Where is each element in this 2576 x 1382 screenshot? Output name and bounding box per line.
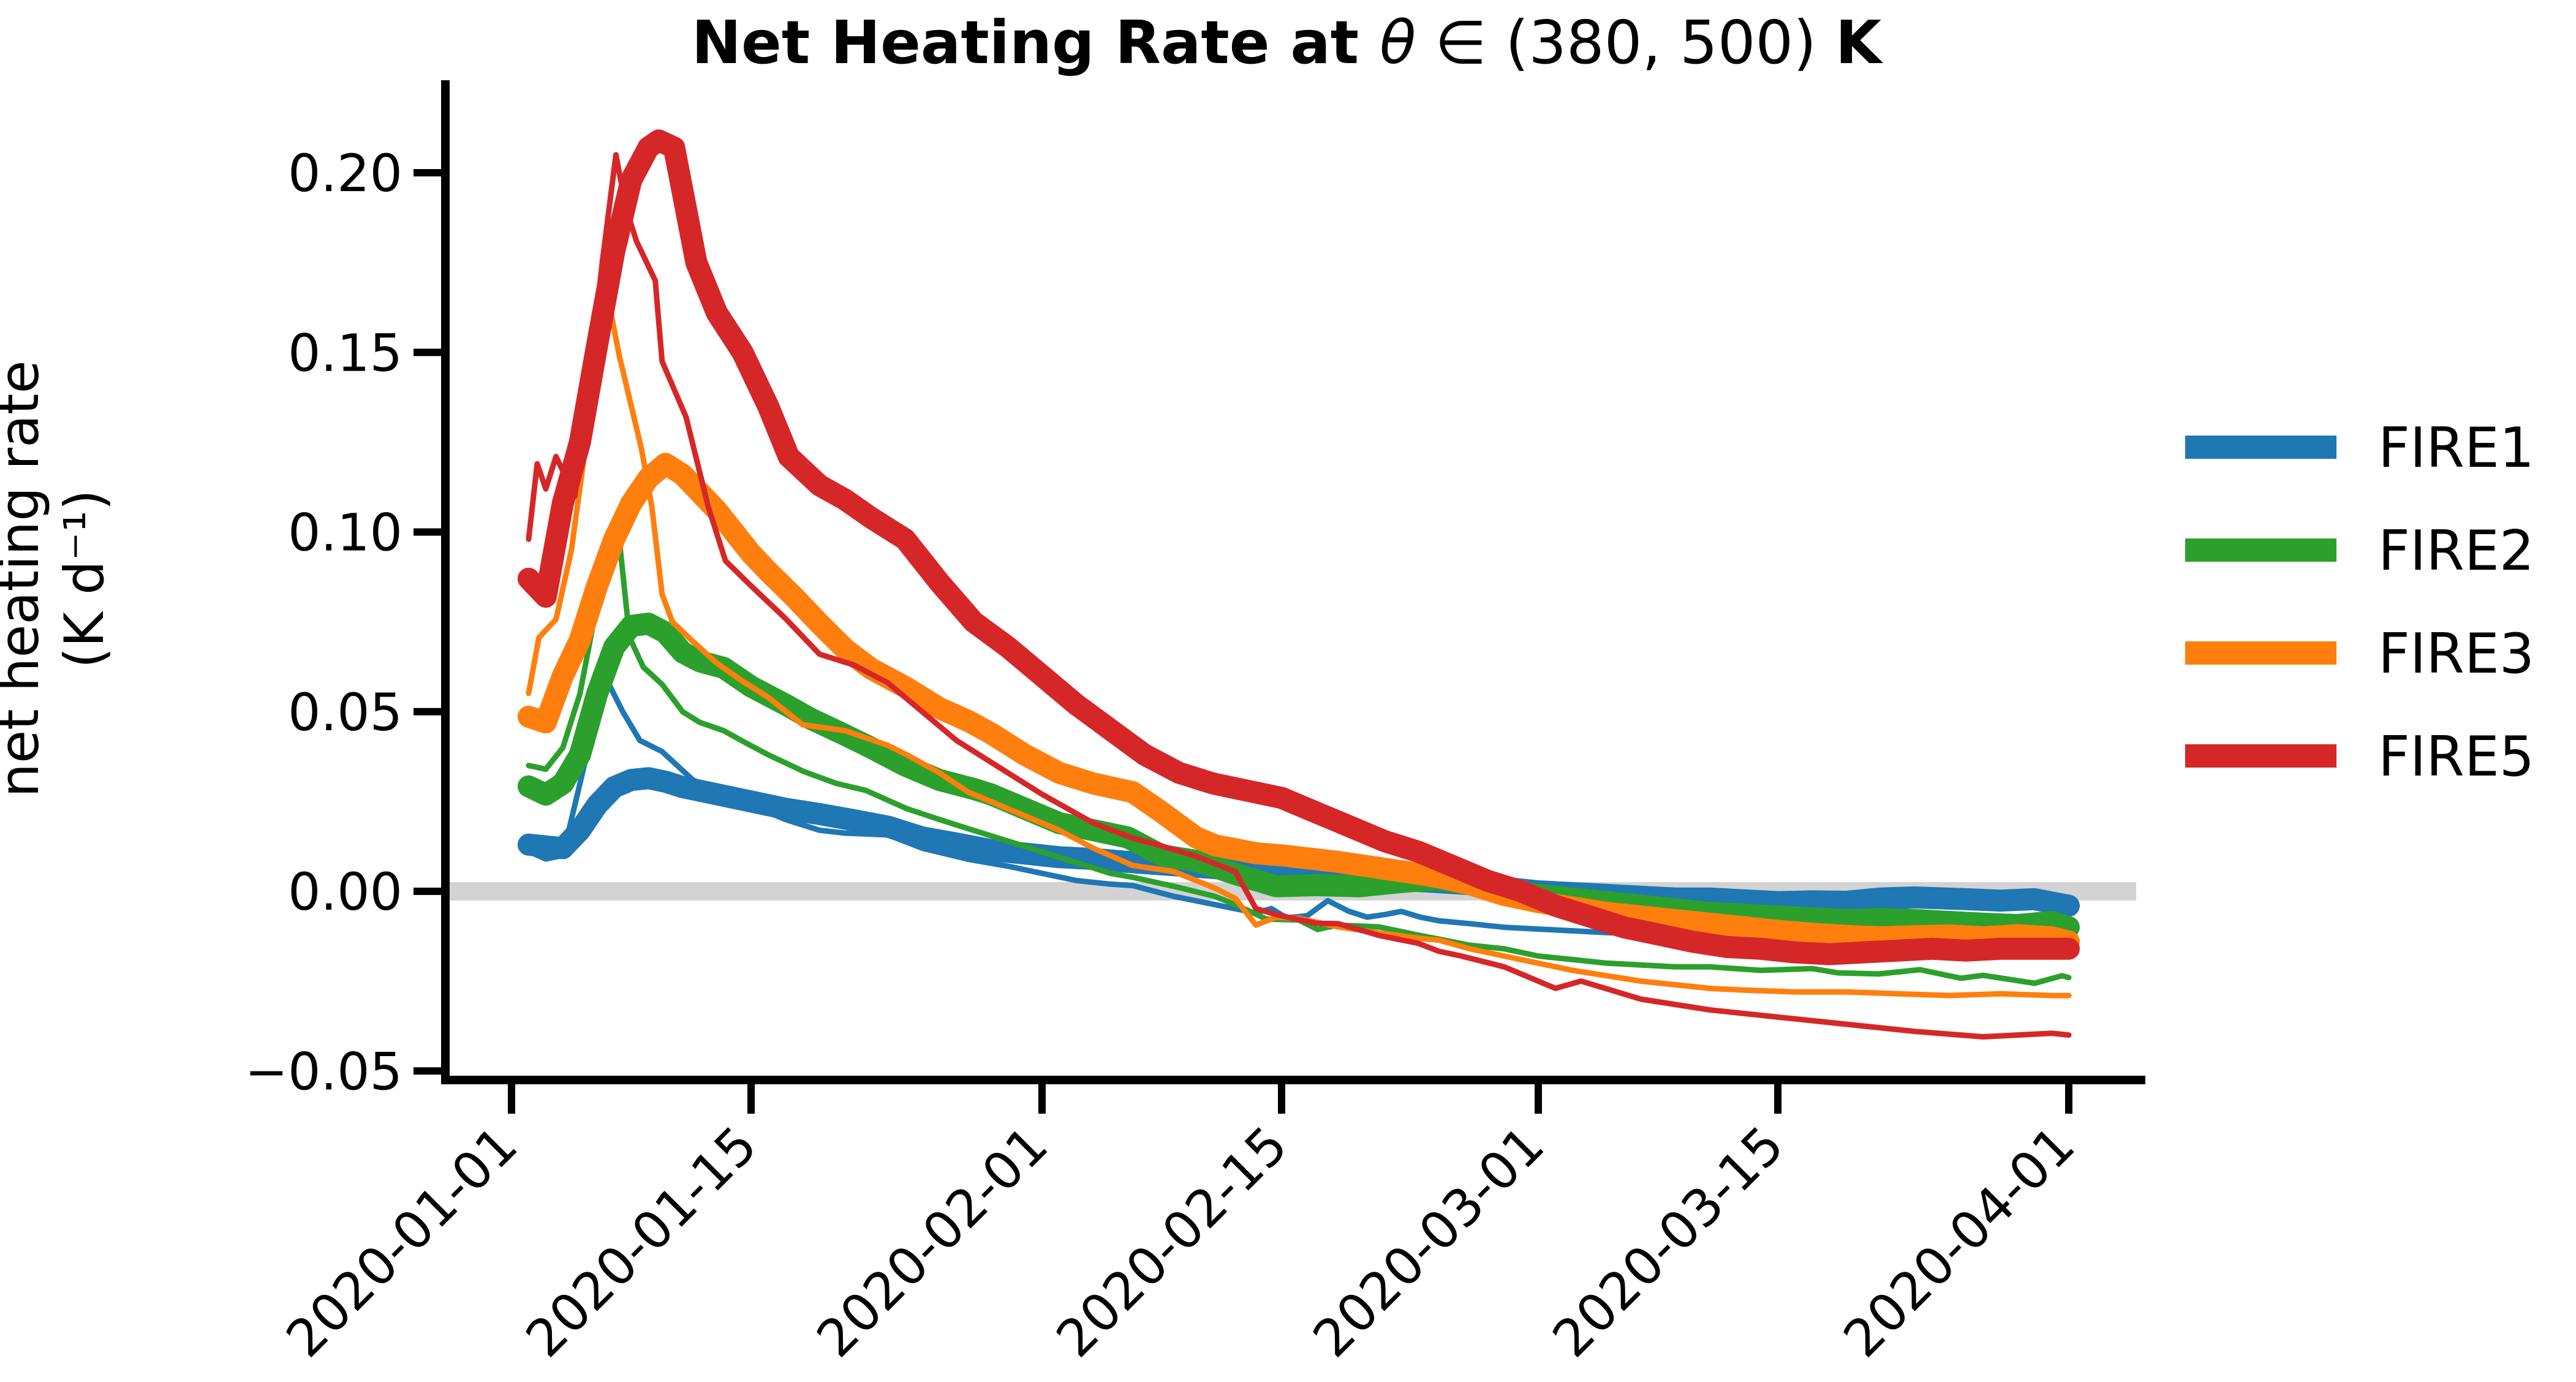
y-tick-label-0.20: 0.20 [288,143,402,203]
y-tick-label-0.10: 0.10 [288,503,402,563]
y-tick-label-0.05: 0.05 [288,682,402,742]
x-tick-2020-02-01 [1038,1084,1046,1114]
x-tick-2020-03-15 [1774,1084,1782,1114]
y-axis-label-line2: (K d⁻¹) [53,489,116,668]
chart-title-theta: θ [1380,8,1416,77]
legend-label-FIRE1: FIRE1 [2378,416,2534,480]
chart-title-prefix: Net Heating Rate at [692,8,1380,77]
axis-ticks-group [414,169,2072,1114]
x-tick-label-2020-01-15: 2020-01-15 [515,1115,768,1369]
legend-item-FIRE5: FIRE5 [2185,725,2534,789]
y-tick-label-0.15: 0.15 [288,323,402,383]
legend-label-FIRE2: FIRE2 [2378,519,2534,583]
legend-label-FIRE5: FIRE5 [2378,725,2534,789]
bottom-spine [441,1076,2145,1084]
chart-title: Net Heating Rate at θ ∈ (380, 500) K [692,8,1884,77]
y-axis-label-line1: net heating rate [0,360,51,798]
y-tick-label-−0.05: −0.05 [245,1041,402,1101]
y-tick-0.05 [414,708,441,716]
chart-title-suffix: K [1835,8,1884,77]
y-tick-0.20 [414,169,441,176]
x-tick-label-2020-04-01: 2020-04-01 [1832,1115,2086,1369]
x-tick-label-2020-02-01: 2020-02-01 [806,1115,1059,1369]
y-tick-0.00 [414,888,441,895]
left-spine [441,80,450,1084]
series-line-FIRE3-thick [517,453,2080,953]
x-tick-label-2020-02-15: 2020-02-15 [1045,1115,1299,1369]
legend-item-FIRE2: FIRE2 [2185,519,2534,583]
y-tick-0.10 [414,528,441,536]
legend-label-FIRE3: FIRE3 [2378,622,2534,686]
y-tick-label-0.00: 0.00 [288,862,402,922]
data-series-group [517,129,2080,1040]
series-line-FIRE5-thin [526,152,2072,1040]
y-tick-−0.05 [414,1067,441,1075]
series-line-FIRE5-thick [517,129,2080,965]
x-tick-label-2020-03-01: 2020-03-01 [1302,1115,1555,1369]
x-tick-2020-04-01 [2064,1084,2072,1114]
x-tick-label-2020-01-01: 2020-01-01 [275,1115,529,1369]
legend-group: FIRE1 FIRE2 FIRE3 FIRE5 [2185,416,2534,789]
x-tick-2020-02-15 [1278,1084,1286,1114]
series-line-FIRE2-thick [517,613,2080,938]
axes-spines-group [441,80,2145,1084]
legend-item-FIRE1: FIRE1 [2185,416,2534,480]
chart-title-math: ∈ (380, 500) [1435,8,1816,77]
x-tick-label-2020-03-15: 2020-03-15 [1541,1115,1795,1369]
x-tick-2020-01-15 [747,1084,755,1114]
legend-item-FIRE3: FIRE3 [2185,622,2534,686]
series-line-FIRE2-thin [526,521,2072,986]
y-tick-0.15 [414,349,441,357]
x-tick-2020-01-01 [508,1084,515,1114]
series-line-FIRE3-thin [526,274,2072,999]
x-tick-2020-03-01 [1535,1084,1543,1114]
